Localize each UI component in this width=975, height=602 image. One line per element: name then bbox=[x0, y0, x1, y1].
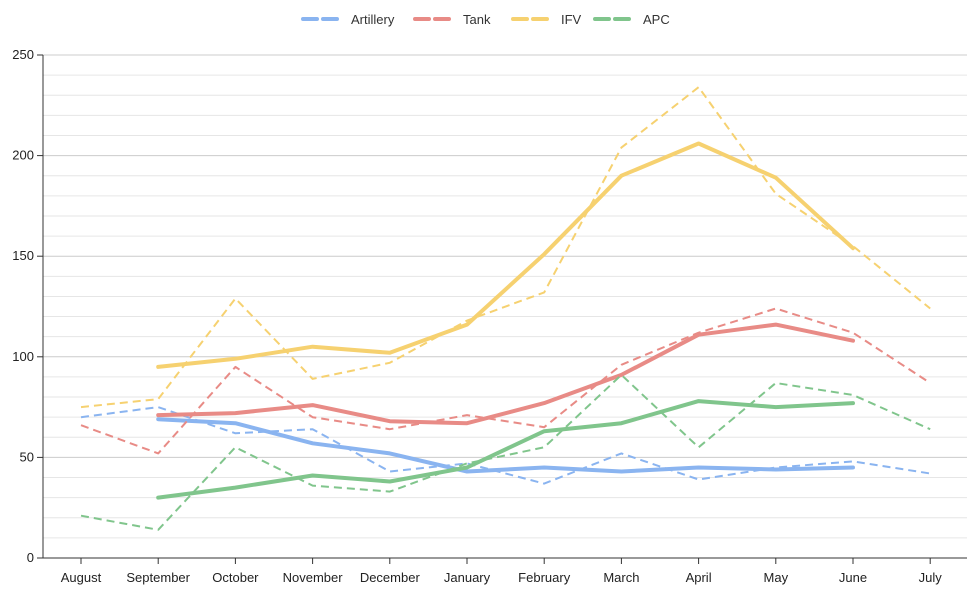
x-tick-label: October bbox=[212, 570, 259, 585]
series-line-solid bbox=[156, 141, 855, 369]
series-line-dashed bbox=[80, 373, 931, 531]
x-tick-label: August bbox=[61, 570, 102, 585]
x-tick-label: July bbox=[919, 570, 943, 585]
legend-item: APC bbox=[593, 12, 670, 27]
x-tick-label: September bbox=[126, 570, 190, 585]
series-artillery bbox=[80, 406, 931, 485]
series-line-solid bbox=[156, 399, 855, 500]
y-tick-label: 250 bbox=[12, 47, 34, 62]
x-tick-label: May bbox=[764, 570, 789, 585]
y-tick-label: 50 bbox=[20, 449, 34, 464]
x-tick-label: November bbox=[283, 570, 344, 585]
gridlines bbox=[43, 54, 967, 539]
x-tick-label: December bbox=[360, 570, 421, 585]
legend-label: Tank bbox=[463, 12, 491, 27]
x-tick-label: April bbox=[686, 570, 712, 585]
axes: 0 50 100 150 200 250 August September October Nov… bbox=[12, 47, 967, 585]
x-tick-label: February bbox=[518, 570, 571, 585]
series-ifv bbox=[80, 86, 931, 409]
series-apc bbox=[80, 373, 931, 531]
series-line-solid bbox=[156, 322, 855, 426]
y-tick-label: 100 bbox=[12, 349, 34, 364]
legend-item: IFV bbox=[511, 12, 582, 27]
x-tick-label: January bbox=[444, 570, 491, 585]
y-tick-label: 150 bbox=[12, 248, 34, 263]
legend-item: Tank bbox=[413, 12, 491, 27]
legend-label: APC bbox=[643, 12, 670, 27]
legend: Artillery Tank IFV APC bbox=[301, 12, 670, 27]
legend-item: Artillery bbox=[301, 12, 395, 27]
series-tank bbox=[80, 307, 931, 455]
y-tick-label: 0 bbox=[27, 550, 34, 565]
legend-label: Artillery bbox=[351, 12, 395, 27]
x-tick-label: June bbox=[839, 570, 867, 585]
series-lines bbox=[80, 86, 931, 531]
series-line-dashed bbox=[80, 307, 931, 455]
y-tick-label: 200 bbox=[12, 148, 34, 163]
series-line-dashed bbox=[80, 406, 931, 485]
legend-label: IFV bbox=[561, 12, 582, 27]
x-tick-label: March bbox=[603, 570, 639, 585]
series-line-dashed bbox=[80, 86, 931, 409]
series-line-solid bbox=[156, 417, 855, 474]
